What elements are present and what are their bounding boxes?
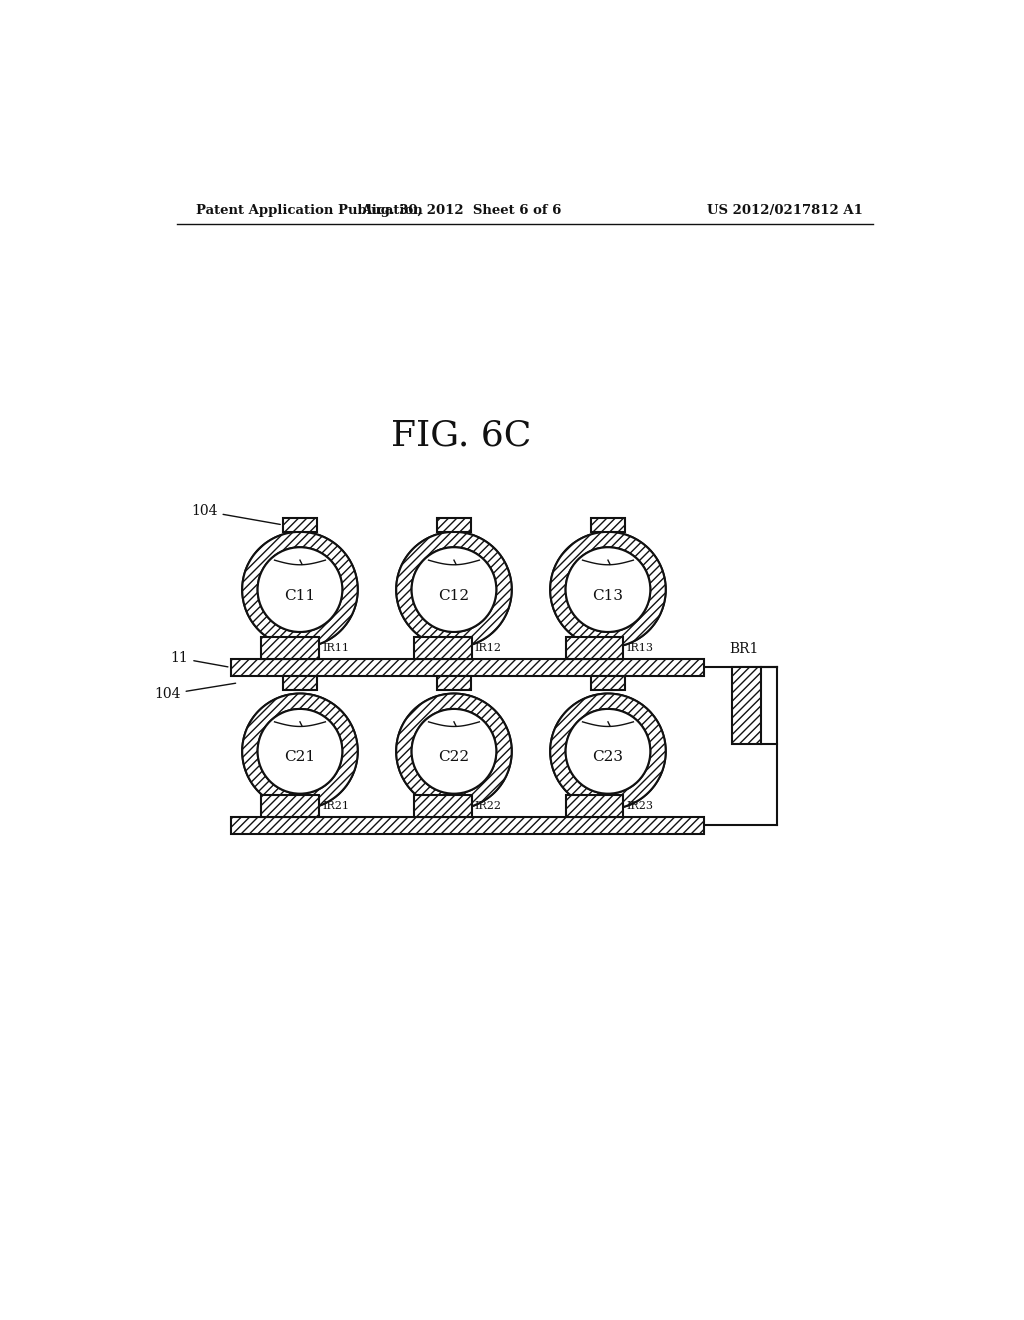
Bar xyxy=(414,795,472,817)
Bar xyxy=(591,517,625,532)
Bar xyxy=(591,676,625,689)
Text: FIG. 6C: FIG. 6C xyxy=(391,418,531,453)
Text: Patent Application Publication: Patent Application Publication xyxy=(196,205,423,218)
Bar xyxy=(230,659,705,676)
Text: US 2012/0217812 A1: US 2012/0217812 A1 xyxy=(708,205,863,218)
Text: IR23: IR23 xyxy=(627,801,653,810)
Text: 104: 104 xyxy=(154,684,236,701)
Bar xyxy=(437,676,471,689)
PathPatch shape xyxy=(550,532,666,647)
Text: IR21: IR21 xyxy=(323,801,349,810)
Text: C12: C12 xyxy=(438,589,470,603)
Circle shape xyxy=(258,548,342,632)
Text: IR11: IR11 xyxy=(323,643,349,653)
Circle shape xyxy=(565,548,650,632)
Text: C23: C23 xyxy=(593,751,624,764)
Bar xyxy=(283,517,316,532)
Bar xyxy=(414,638,472,659)
Bar xyxy=(437,517,471,532)
Text: C11: C11 xyxy=(285,589,315,603)
Bar xyxy=(261,638,319,659)
Text: C21: C21 xyxy=(285,751,315,764)
PathPatch shape xyxy=(396,693,512,809)
Text: IR22: IR22 xyxy=(475,801,502,810)
Text: 104: 104 xyxy=(191,504,281,524)
Text: Aug. 30, 2012  Sheet 6 of 6: Aug. 30, 2012 Sheet 6 of 6 xyxy=(361,205,562,218)
Text: C13: C13 xyxy=(593,589,624,603)
Text: BR1: BR1 xyxy=(729,642,758,656)
Text: C22: C22 xyxy=(438,751,470,764)
Text: IR13: IR13 xyxy=(627,643,653,653)
PathPatch shape xyxy=(396,532,512,647)
Circle shape xyxy=(565,709,650,793)
PathPatch shape xyxy=(243,532,357,647)
Circle shape xyxy=(412,548,497,632)
Bar xyxy=(283,676,316,689)
Bar xyxy=(565,638,624,659)
PathPatch shape xyxy=(550,693,666,809)
Bar xyxy=(230,817,705,834)
Bar xyxy=(732,667,761,743)
Circle shape xyxy=(412,709,497,793)
PathPatch shape xyxy=(243,693,357,809)
Text: IR12: IR12 xyxy=(475,643,502,653)
Text: 11: 11 xyxy=(171,651,228,667)
Bar xyxy=(565,795,624,817)
Bar xyxy=(261,795,319,817)
Circle shape xyxy=(258,709,342,793)
